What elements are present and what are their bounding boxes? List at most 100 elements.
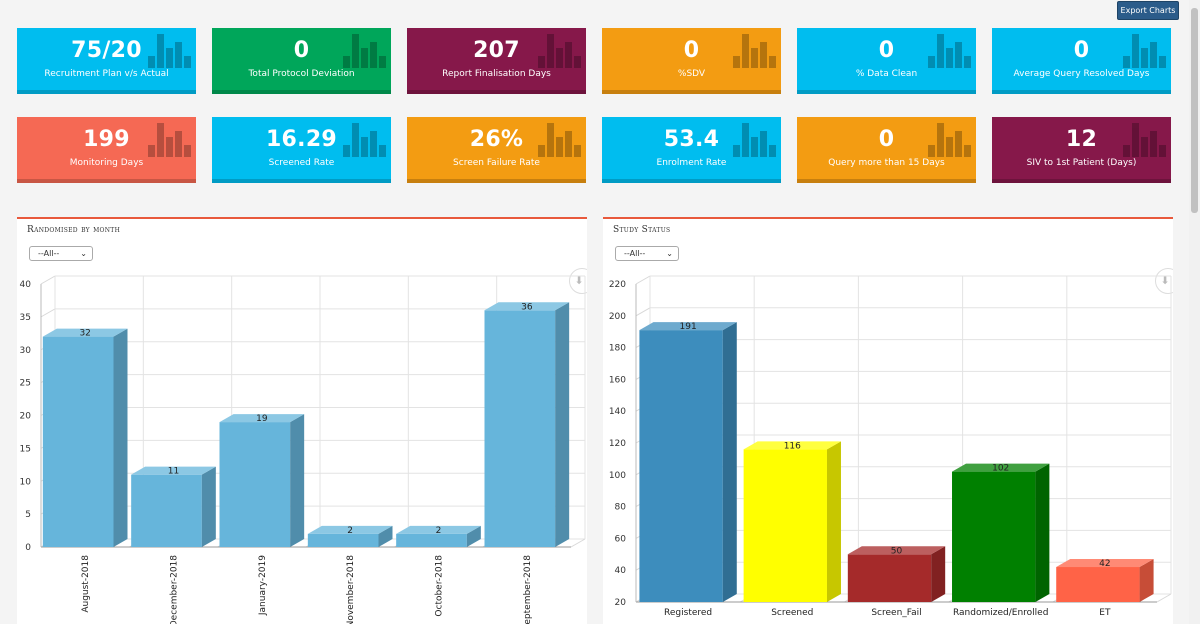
kpi-value: 0: [878, 38, 895, 63]
bar-top: [131, 466, 216, 475]
kpi-label: Total Protocol Deviation: [248, 69, 355, 79]
bar-top: [1056, 559, 1154, 568]
page-scrollbar[interactable]: [1189, 0, 1200, 624]
kpi-value: 16.29: [265, 127, 338, 152]
export-charts-button[interactable]: Export Charts: [1117, 1, 1179, 20]
bar: [639, 330, 723, 602]
data-label: 2: [436, 526, 442, 536]
bar-chart-icon: [1123, 34, 1166, 68]
gridline-floor: [1156, 593, 1172, 603]
bar-side: [290, 414, 305, 547]
gridline-floor: [570, 538, 586, 548]
bar: [307, 533, 379, 547]
kpi-tile: 75/20 Recruitment Plan v/s Actual: [17, 28, 196, 94]
kpi-value: 12: [1065, 127, 1098, 152]
kpi-value: 199: [83, 127, 130, 152]
kpi-value: 0: [878, 127, 895, 152]
y-tick-label: 100: [609, 471, 626, 481]
bar-side: [1139, 559, 1154, 602]
bar-chart-icon: [733, 123, 776, 157]
y-tick-label: 40: [615, 566, 627, 576]
kpi-value: 207: [473, 38, 520, 63]
kpi-tile: 0 Average Query Resolved Days: [992, 28, 1171, 94]
y-tick-label: 220: [609, 280, 626, 290]
bar-top: [396, 525, 481, 534]
bar: [743, 449, 827, 602]
bar-chart-icon: [928, 123, 971, 157]
kpi-label: Report Finalisation Days: [442, 69, 551, 79]
kpi-label: %SDV: [677, 69, 706, 79]
bar-side: [113, 328, 128, 547]
y-tick-label: 25: [20, 379, 31, 389]
kpi-tile: 16.29 Screened Rate: [212, 117, 391, 183]
y-tick-label: 180: [609, 344, 626, 354]
chevron-down-icon: ⌄: [80, 249, 87, 258]
kpi-label: SIV to 1st Patient (Days): [1026, 158, 1137, 168]
y-tick-label: 5: [25, 510, 31, 520]
download-icon[interactable]: ⬇: [1155, 268, 1173, 294]
bar-chart-icon: [538, 34, 581, 68]
bar: [484, 310, 556, 547]
data-label: 19: [256, 414, 268, 424]
kpi-label: % Data Clean: [855, 69, 918, 79]
y-tick-label: 40: [20, 280, 32, 290]
bar-side: [466, 525, 481, 547]
scrollbar-thumb[interactable]: [1191, 8, 1198, 213]
gridline-side: [635, 307, 651, 317]
bar-chart-icon: [1123, 123, 1166, 157]
x-tick-label: September-2018: [523, 555, 533, 624]
bar: [219, 422, 291, 547]
kpi-label: Screened Rate: [268, 158, 335, 168]
data-label: 50: [891, 546, 903, 556]
y-tick-label: 15: [20, 444, 31, 454]
bar-chart-icon: [538, 123, 581, 157]
gridline-side: [40, 275, 56, 285]
kpi-value: 75/20: [71, 38, 142, 63]
y-tick-label: 60: [615, 534, 627, 544]
kpi-tile: 0 % Data Clean: [797, 28, 976, 94]
bar: [1056, 567, 1140, 602]
bar-top: [42, 328, 128, 337]
randomised-filter-select[interactable]: --All-- ⌄: [29, 246, 93, 261]
data-label: 102: [992, 464, 1009, 474]
kpi-value: 53.4: [663, 127, 720, 152]
bar-chart-icon: [148, 34, 191, 68]
bar-top: [743, 441, 841, 450]
y-tick-label: 120: [609, 439, 626, 449]
kpi-tile: 12 SIV to 1st Patient (Days): [992, 117, 1171, 183]
x-tick-label: August-2018: [81, 555, 91, 613]
data-label: 32: [79, 329, 90, 339]
kpi-label: Screen Failure Rate: [453, 158, 540, 168]
study-status-panel: Study Status --All-- ⌄ ⬇ 20 40 60 80 100 120 1…: [603, 217, 1173, 624]
data-label: 191: [680, 322, 697, 332]
bar-side: [931, 546, 946, 602]
x-tick-label: Registered: [664, 608, 712, 618]
x-tick-label: Screened: [771, 608, 813, 618]
bar-side: [722, 322, 737, 602]
panel-title: Study Status: [613, 225, 671, 235]
bar-side: [378, 525, 393, 547]
status-filter-select[interactable]: --All-- ⌄: [615, 246, 679, 261]
data-label: 42: [1099, 559, 1110, 569]
x-tick-label: Randomized/Enrolled: [953, 608, 1048, 618]
x-tick-label: January-2019: [258, 555, 268, 616]
study-status-chart: 20 40 60 80 100 120 140 160 180 200 220 191 Register…: [609, 275, 1172, 618]
bar-chart-icon: [148, 123, 191, 157]
chevron-down-icon: ⌄: [666, 249, 673, 258]
x-tick-label: Screen_Fail: [871, 608, 921, 618]
kpi-value: 26%: [469, 127, 524, 152]
bar-side: [826, 441, 841, 602]
kpi-value: 0: [293, 38, 310, 63]
kpi-tile: 0 %SDV: [602, 28, 781, 94]
kpi-tile: 0 Total Protocol Deviation: [212, 28, 391, 94]
kpi-tile: 53.4 Enrolment Rate: [602, 117, 781, 183]
x-tick-label: November-2018: [346, 555, 356, 624]
gridline-side: [635, 275, 651, 285]
randomised-by-month-panel: Randomised by month --All-- ⌄ ⬇ 0 5 10 15 20…: [17, 217, 587, 624]
y-tick-label: 20: [615, 598, 627, 608]
gridline-side: [40, 308, 56, 318]
kpi-label: Enrolment Rate: [656, 158, 727, 168]
bar-top: [952, 463, 1050, 472]
filter-value: --All--: [38, 249, 60, 258]
download-icon[interactable]: ⬇: [569, 268, 587, 294]
